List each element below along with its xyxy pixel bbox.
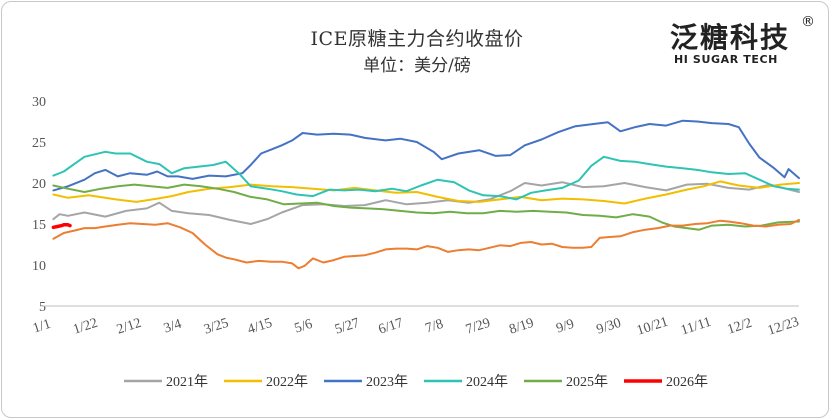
x-tick-label: 5/27 <box>333 316 361 338</box>
x-tick-label: 6/17 <box>377 316 405 338</box>
legend-label: 2023年 <box>366 374 408 390</box>
x-tick-label: 7/8 <box>424 317 446 337</box>
y-tick-label: 10 <box>32 259 46 274</box>
y-tick-label: 20 <box>32 177 46 192</box>
brand-logo-subtext: HI SUGAR TECH <box>674 53 778 66</box>
y-tick-label: 15 <box>32 218 46 233</box>
x-tick-label: 5/6 <box>293 317 315 337</box>
chart-title: ICE原糖主力合约收盘价 <box>310 28 524 50</box>
registered-mark: ® <box>801 14 815 30</box>
x-tick-label: 10/21 <box>635 315 670 339</box>
x-tick-label: 8/19 <box>508 316 536 338</box>
series-line <box>52 150 800 201</box>
legend-label: 2021年 <box>166 374 208 390</box>
x-tick-label: 3/25 <box>202 316 230 338</box>
series-line <box>52 181 800 225</box>
x-tick-label: 1/22 <box>71 316 99 338</box>
x-tick-label: 3/4 <box>162 317 184 337</box>
brand-logo-text: 泛糖科技 <box>670 21 791 54</box>
x-tick-label: 9/9 <box>554 317 576 337</box>
x-axis: 1/1 1/22 2/12 3/4 3/25 4/15 5/6 5/27 6/17 7/8 7/29… <box>31 305 801 339</box>
series-line <box>52 119 800 192</box>
chart-subtitle: 单位：美分/磅 <box>363 56 471 76</box>
series-line <box>51 223 72 230</box>
y-axis: 5 10 15 20 25 30 <box>32 95 46 315</box>
x-tick-label: 12/23 <box>766 315 801 339</box>
y-tick-label: 5 <box>39 300 46 315</box>
series-line <box>52 183 800 231</box>
legend-label: 2025年 <box>566 374 608 390</box>
legend-label: 2024年 <box>466 374 508 390</box>
x-tick-label: 12/2 <box>726 316 754 338</box>
series-line <box>52 180 800 205</box>
y-tick-label: 25 <box>32 136 46 151</box>
x-tick-label: 4/15 <box>246 316 274 338</box>
y-tick-label: 30 <box>32 95 46 110</box>
legend-label: 2026年 <box>666 374 708 390</box>
x-tick-label: 2/12 <box>115 316 143 338</box>
x-tick-label: 7/29 <box>464 316 492 338</box>
series-lines <box>51 119 800 270</box>
legend: 2021年 2022年 2023年 2024年 2025年 2026年 <box>124 374 708 390</box>
x-tick-label: 9/30 <box>595 316 623 338</box>
brand-logo: 泛糖科技 ® HI SUGAR TECH <box>670 14 820 66</box>
x-tick-label: 11/11 <box>679 315 713 339</box>
series-line <box>52 218 800 270</box>
legend-label: 2022年 <box>266 374 308 390</box>
x-tick-label: 1/1 <box>31 317 53 337</box>
